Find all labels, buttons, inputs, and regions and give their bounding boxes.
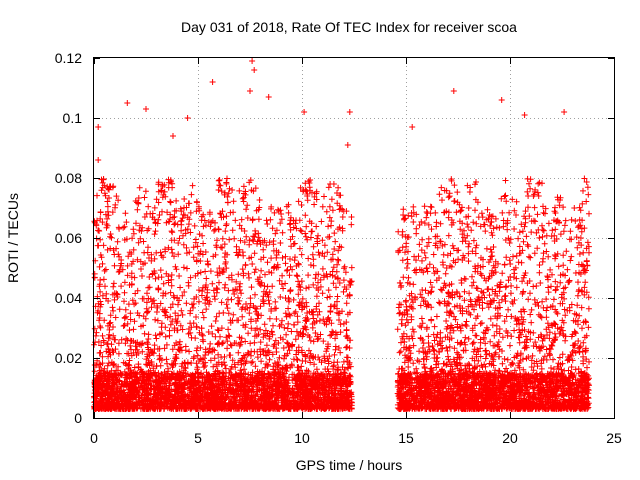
roti-markers <box>91 58 592 412</box>
y-tick-label: 0 <box>74 410 82 426</box>
x-tick-label: 0 <box>90 430 98 446</box>
x-tick-label: 15 <box>398 430 414 446</box>
y-tick-label: 0.04 <box>55 290 82 306</box>
y-tick-label: 0.1 <box>63 110 83 126</box>
y-tick-label: 0.08 <box>55 170 82 186</box>
chart-title: Day 031 of 2018, Rate Of TEC Index for r… <box>181 19 517 35</box>
x-tick-label: 20 <box>502 430 518 446</box>
x-tick-label: 10 <box>294 430 310 446</box>
grid <box>94 58 614 418</box>
data-points <box>91 58 592 412</box>
x-tick-label: 5 <box>194 430 202 446</box>
y-tick-label: 0.12 <box>55 50 82 66</box>
y-axis-label: ROTI / TECUs <box>5 193 21 283</box>
x-tick-label: 25 <box>606 430 622 446</box>
x-axis-label: GPS time / hours <box>296 457 403 473</box>
y-tick-labels: 0 0.02 0.04 0.06 0.08 0.1 0.12 <box>55 50 82 426</box>
y-tick-label: 0.06 <box>55 230 82 246</box>
x-tick-labels: 0 5 10 15 20 25 <box>90 430 622 446</box>
axis-ticks <box>94 58 615 419</box>
y-tick-label: 0.02 <box>55 350 82 366</box>
plot-frame <box>93 57 615 419</box>
